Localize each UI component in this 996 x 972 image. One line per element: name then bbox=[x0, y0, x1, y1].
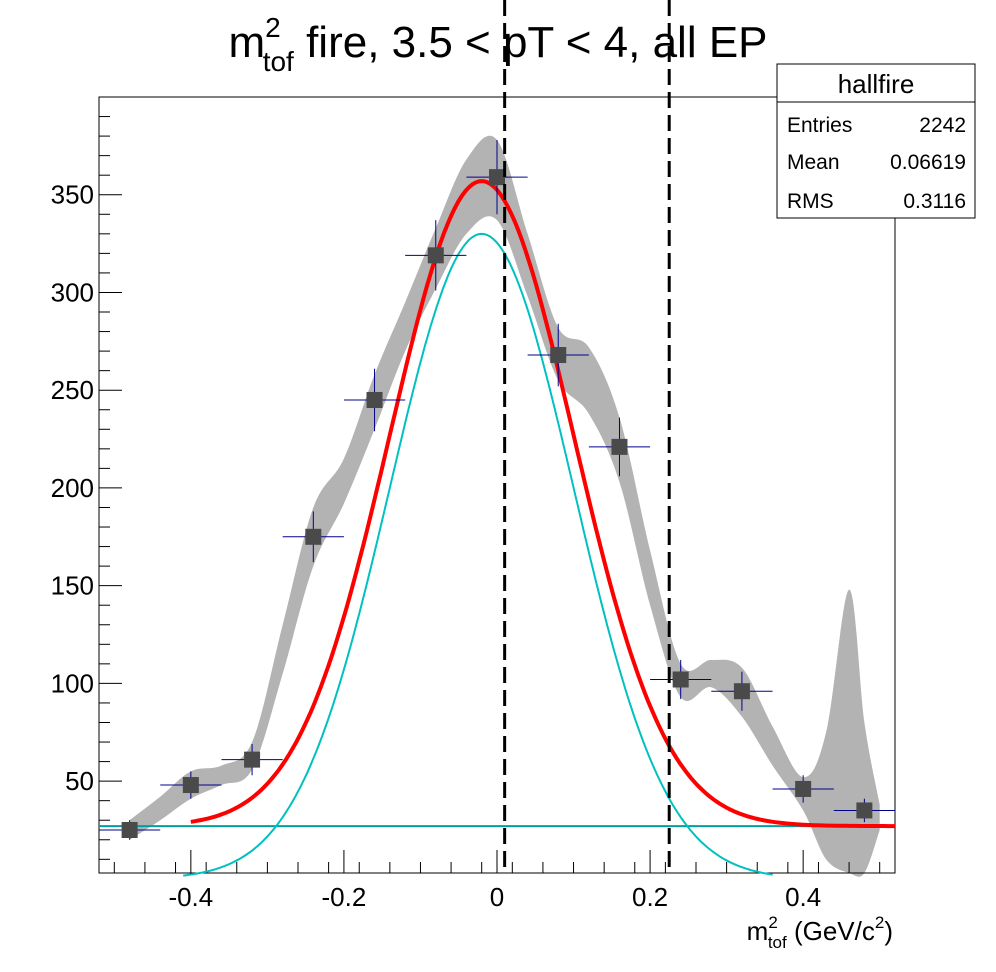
y-tick-label: 200 bbox=[51, 473, 94, 503]
point-marker bbox=[121, 821, 138, 838]
stats-label-mean: Mean bbox=[787, 151, 840, 174]
data-point bbox=[527, 323, 589, 387]
x-tick-label: -0.4 bbox=[168, 882, 213, 912]
y-axis-ticks: 50 100 150 200 250 300 350 bbox=[51, 116, 122, 860]
data-point bbox=[772, 775, 834, 803]
data-point bbox=[833, 798, 895, 823]
data-point bbox=[466, 140, 528, 215]
point-marker bbox=[489, 169, 505, 186]
y-tick-label: 250 bbox=[51, 375, 94, 405]
stats-box-frame bbox=[776, 63, 976, 219]
data-point bbox=[99, 820, 161, 840]
point-marker bbox=[611, 438, 628, 455]
point-marker bbox=[366, 391, 383, 408]
data-point bbox=[711, 671, 773, 711]
x-tick-label: 0.2 bbox=[632, 882, 668, 912]
data-point bbox=[588, 417, 651, 477]
total-fit-curve bbox=[190, 179, 895, 829]
data-point bbox=[221, 743, 283, 776]
point-marker bbox=[305, 528, 322, 545]
peak-fit-curve bbox=[183, 232, 773, 877]
band-area bbox=[129, 135, 880, 877]
point-marker bbox=[550, 347, 567, 364]
point-marker bbox=[244, 751, 261, 768]
y-tick-label: 50 bbox=[65, 766, 94, 796]
data-point bbox=[650, 659, 712, 700]
stats-label-rms: RMS bbox=[787, 190, 834, 213]
stats-label-entries: Entries bbox=[787, 114, 852, 137]
y-tick-label: 350 bbox=[51, 180, 94, 210]
axes: -0.4 -0.2 0 0.2 0.4 50 100 150 200 250 300 350 bbox=[51, 96, 896, 912]
cut-lines bbox=[503, 0, 671, 873]
x-tick-label: 0 bbox=[490, 882, 504, 912]
point-marker bbox=[427, 247, 444, 264]
x-tick-label: 0.4 bbox=[785, 882, 821, 912]
data-point bbox=[282, 511, 344, 563]
y-tick-label: 100 bbox=[51, 668, 94, 698]
x-tick-label: -0.2 bbox=[322, 882, 367, 912]
stats-value-mean: 0.06619 bbox=[890, 151, 966, 174]
stats-name: hallfire bbox=[838, 69, 915, 99]
point-marker bbox=[795, 780, 812, 797]
stats-value-entries: 2242 bbox=[919, 114, 966, 137]
data-point bbox=[160, 771, 222, 799]
data-points bbox=[99, 140, 895, 840]
x-axis-ticks: -0.4 -0.2 0 0.2 0.4 bbox=[113, 850, 881, 912]
point-marker bbox=[182, 777, 199, 794]
chart-title: m2 tof fire, 3.5 < pT < 4, all EP bbox=[228, 12, 767, 77]
data-point bbox=[343, 368, 406, 432]
y-tick-label: 150 bbox=[51, 571, 94, 601]
stats-box: hallfire Entries 2242 Mean 0.06619 RMS 0… bbox=[776, 63, 976, 219]
x-axis-label: m2 tof (GeV/c2) bbox=[747, 913, 893, 952]
confidence-band bbox=[129, 135, 880, 877]
point-marker bbox=[856, 802, 873, 819]
fit-curves bbox=[99, 179, 895, 877]
stats-value-rms: 0.3116 bbox=[903, 190, 966, 213]
point-marker bbox=[733, 683, 750, 700]
y-tick-label: 300 bbox=[51, 277, 94, 307]
data-point bbox=[405, 220, 467, 291]
point-marker bbox=[672, 671, 689, 688]
